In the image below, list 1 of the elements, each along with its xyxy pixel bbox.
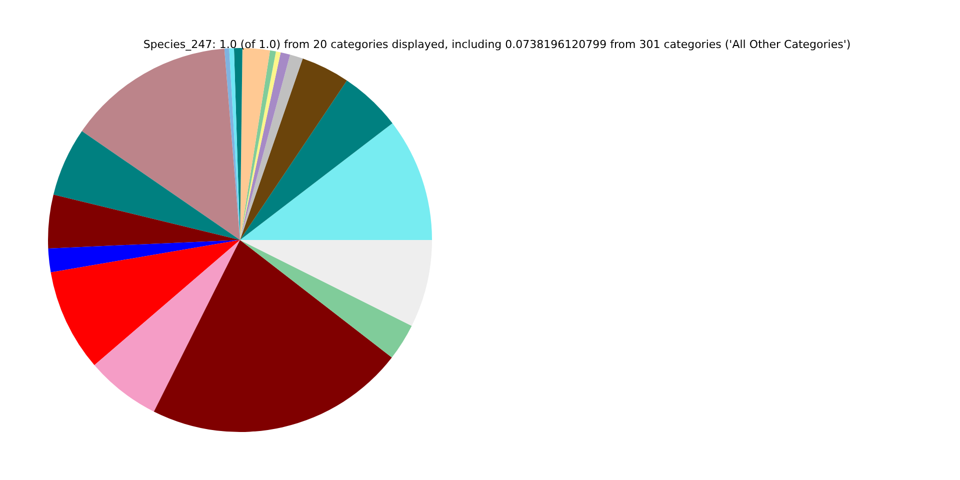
text: Species_247: 1.0 (of 1.0) from 20 categories displayed, including 0.0738196120799 from 301 categories ('All Other Categories') xyxy=(143,38,851,51)
